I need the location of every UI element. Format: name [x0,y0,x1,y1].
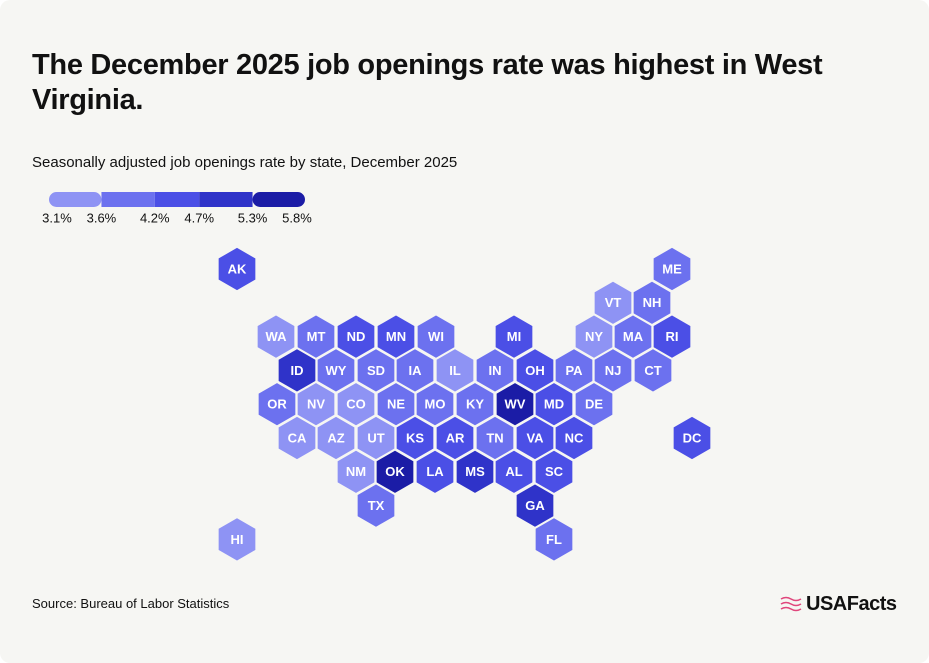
state-label: NE [387,397,405,412]
source: Source: Bureau of Labor Statistics [32,596,230,611]
legend-swatch [252,192,305,207]
chart-title: The December 2025 job openings rate was … [32,49,823,116]
state-hex [455,381,495,428]
legend-tick-label: 4.7% [184,210,214,225]
state-label: KS [406,430,424,445]
state-hex [554,415,594,461]
state-hex [336,448,376,495]
state-label: VT [605,295,622,310]
logo-icon [780,596,802,612]
state-label: OH [525,363,545,378]
state-label: VA [526,430,544,445]
state-label: WY [326,363,347,378]
state-hex [415,448,455,495]
state-label: AL [505,464,522,479]
state-label: MI [507,329,521,344]
state-hex [613,313,653,360]
state-label: WI [428,329,444,344]
state-hex [395,415,435,461]
state-label: ND [347,329,366,344]
state-label: KY [466,397,484,412]
state-label: ME [662,261,682,276]
state-hex [495,381,535,428]
chart-subtitle: Seasonally adjusted job openings rate by… [32,154,458,171]
state-label: CO [346,397,366,412]
state-label: TX [368,498,385,513]
state-label: WA [266,329,288,344]
state-hex [415,381,455,428]
legend-swatch [199,192,253,207]
state-label: TN [486,430,503,445]
legend-swatch [101,192,155,207]
state-label: NJ [605,363,622,378]
state-label: FL [546,532,562,547]
state-label: MA [623,329,644,344]
state-label: MO [425,397,446,412]
state-hex [672,415,712,461]
state-label: PA [565,363,583,378]
state-hex [554,347,594,394]
state-hex [455,448,495,495]
state-label: AZ [327,430,344,445]
state-label: NY [585,329,603,344]
legend-tick-label: 5.8% [282,210,312,225]
legend-swatch [154,192,200,207]
state-label: SD [367,363,385,378]
state-label: OK [385,464,405,479]
state-hex [356,482,396,529]
state-hex [435,415,475,461]
state-hex [217,246,257,292]
state-label: HI [231,532,244,547]
state-label: SC [545,464,564,479]
state-hex [494,448,534,495]
state-label: WV [505,397,526,412]
legend-swatch [49,192,102,207]
state-hex [257,381,297,428]
legend-tick-label: 3.1% [42,210,72,225]
state-hex [574,381,614,428]
state-label: NH [643,295,662,310]
state-label: RI [666,329,679,344]
state-hex [336,381,376,428]
state-hex [277,415,317,461]
state-hex [652,246,692,292]
legend-tick-label: 3.6% [87,210,117,225]
state-label: IL [449,363,461,378]
state-label: ID [291,363,304,378]
state-hex [336,313,376,360]
state-label: IA [409,363,423,378]
state-label: AR [446,430,465,445]
brand: USAFacts [806,593,897,615]
state-label: DE [585,397,603,412]
state-label: GA [525,498,545,513]
state-hex [217,516,257,563]
state-hex [256,313,296,360]
state-hex [316,347,356,394]
legend-tick-label: 4.2% [140,210,170,225]
state-hex [475,347,515,394]
state-hex [633,347,673,394]
state-label: IN [489,363,502,378]
state-label: CT [644,363,661,378]
state-label: NV [307,397,325,412]
state-hex [435,347,475,394]
state-label: MS [465,464,485,479]
state-hex [356,347,396,394]
state-label: NC [565,430,584,445]
state-label: CA [288,430,307,445]
state-label: MD [544,397,564,412]
state-label: DC [683,430,702,445]
state-label: MT [307,329,326,344]
state-label: LA [426,464,444,479]
state-label: MN [386,329,406,344]
state-label: AK [228,261,247,276]
state-label: OR [267,397,287,412]
state-label: NM [346,464,366,479]
state-hex [316,415,356,461]
legend-tick-label: 5.3% [238,210,268,225]
state-hex [534,516,574,563]
state-label: UT [367,430,384,445]
